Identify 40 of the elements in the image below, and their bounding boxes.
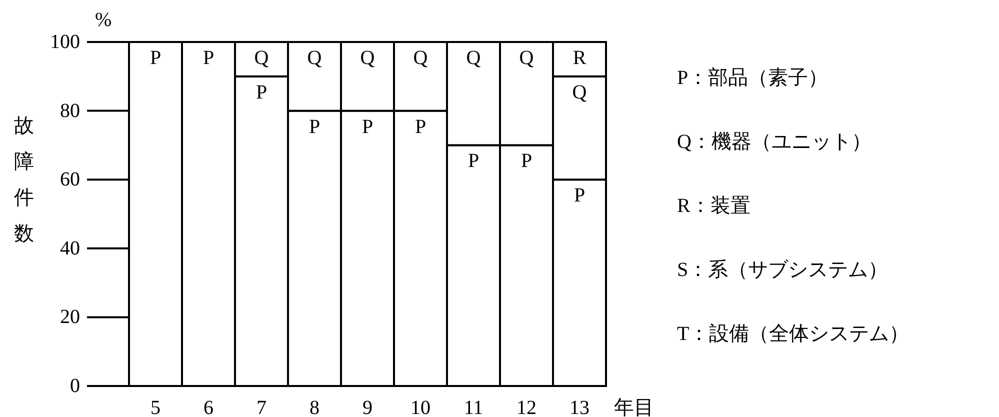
- text: S：系（サブシステム）: [677, 259, 888, 281]
- text: Q: [307, 47, 322, 69]
- x-tick-label: 11: [464, 397, 484, 417]
- y-axis-title: 故障件数: [14, 114, 35, 247]
- x-tick-label: 12: [516, 397, 536, 417]
- y-tick-label: 0: [70, 375, 80, 397]
- text: Q: [466, 47, 481, 69]
- x-tick-label: 13: [570, 397, 590, 417]
- x-tick-label: 6: [204, 397, 214, 417]
- series-label: Q: [254, 47, 270, 69]
- text: P: [574, 184, 586, 207]
- x-tick-label: 5: [150, 397, 160, 417]
- x-axis-title: 年目: [614, 397, 654, 417]
- x-tick-label: 8: [310, 397, 320, 417]
- text: P: [256, 81, 268, 104]
- text: P: [362, 116, 374, 138]
- y-tick-label: 40: [60, 237, 80, 260]
- text: Q: [572, 81, 587, 104]
- text: Q: [360, 47, 375, 69]
- y-tick-label: 60: [60, 168, 80, 191]
- text: P: [202, 47, 214, 69]
- x-tick-label: 9: [362, 397, 372, 417]
- text: P: [468, 150, 480, 172]
- x-tick-label: 10: [410, 397, 430, 417]
- text: %: [95, 9, 112, 31]
- text: Q：機器（ユニット）: [677, 131, 872, 153]
- text: T：設備（全体システム）: [677, 323, 910, 345]
- text: P：部品（素子）: [677, 67, 828, 89]
- text: Q: [519, 47, 534, 69]
- y-tick-label: 80: [60, 100, 80, 122]
- text: Q: [413, 47, 428, 69]
- text: P: [414, 116, 426, 138]
- y-tick-label: 20: [60, 306, 80, 328]
- text: R：装置: [677, 195, 750, 217]
- x-tick-label: 7: [256, 397, 266, 417]
- series-label: P: [150, 47, 162, 69]
- series-label: R: [572, 47, 587, 69]
- text: P: [308, 116, 320, 138]
- y-tick-label: 100: [50, 31, 80, 53]
- text: P: [520, 150, 532, 172]
